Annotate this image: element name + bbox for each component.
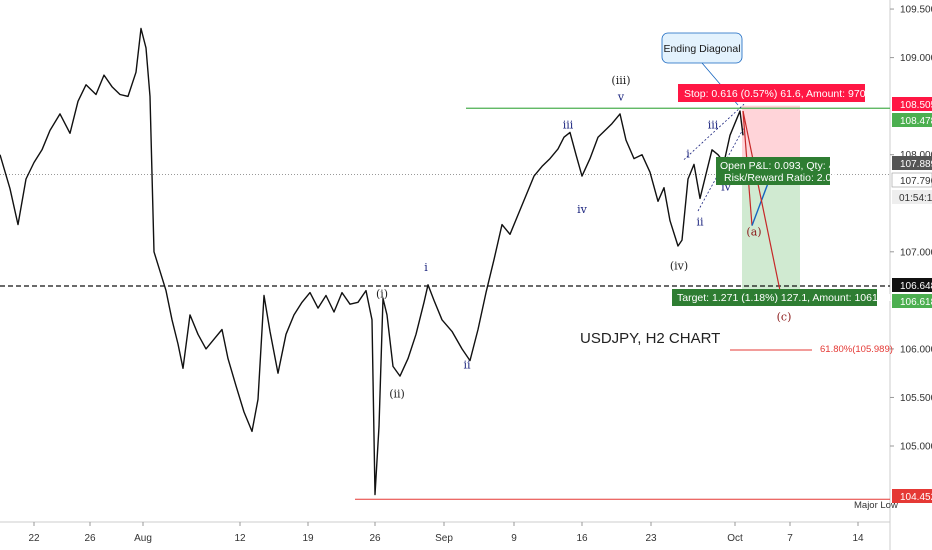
fib-level-label: 61.80%(105.989) [820,344,893,355]
chart-title: USDJPY, H2 CHART [580,330,720,347]
stop-box-text: Stop: 0.616 (0.57%) 61.6, Amount: 970.43 [684,88,880,100]
callout-text: Ending Diagonal [663,43,740,55]
price-tag-timer: 01:54:16 [892,190,932,204]
price-tag-current: 107.889 [892,156,932,170]
wave-label: ii [463,358,471,371]
svg-text:107.889: 107.889 [900,159,932,170]
x-tick-label: 26 [369,533,381,544]
price-axis-ticks[interactable]: 109.500 109.000 108.000 107.000 106.000 105.5… [890,5,932,453]
callout-box [661,32,743,64]
svg-text:106.618: 106.618 [900,297,932,308]
x-tick-label: 12 [234,533,246,544]
y-tick-label: 109.000 [900,53,932,64]
svg-text:108.478: 108.478 [900,116,932,127]
price-tag-dotted: 107.796 [891,172,932,188]
svg-text:01:54:16: 01:54:16 [899,193,932,204]
y-tick-label: 108.000 [900,150,932,161]
y-tick-label: 106.000 [900,344,932,355]
y-tick-label: 107.000 [900,247,932,258]
x-tick-label: 26 [84,533,96,544]
wave-label: i [686,148,690,161]
target-info-box[interactable]: Target: 1.271 (1.18%) 127.1, Amount: 106… [672,289,893,306]
svg-text:108.505: 108.505 [900,100,932,111]
y-tick-label: 105.500 [900,393,932,404]
wave-label: iv [577,203,588,216]
x-tick-label: Oct [727,533,743,544]
wave-label: v [617,90,625,103]
wave-label: (ii) [389,387,405,400]
wave-label: (a) [746,225,761,238]
wave-label: iv [721,181,732,194]
wave-label: (c) [777,311,792,324]
projection-wave-c [742,110,783,301]
open-pnl-text: Open P&L: 0.093, Qty: 48 [720,160,840,172]
ending-diagonal-callout[interactable]: Ending Diagonal [661,32,743,106]
price-series [0,27,744,496]
x-tick-label: Aug [134,533,152,544]
time-axis-ticks[interactable]: 22 26 Aug 12 19 26 Sep 9 16 23 Oct 7 14 [28,522,864,544]
price-tag-entry: 108.478 [892,113,932,127]
major-low-label: Major Low [854,500,898,511]
price-tag-stop: 108.505 [892,97,932,111]
ending-diagonal-upper [683,103,745,160]
stop-info-box[interactable]: Stop: 0.616 (0.57%) 61.6, Amount: 970.43 [678,84,880,102]
risk-reward-text: Risk/Reward Ratio: 2.06 [724,172,837,184]
x-tick-label: 16 [576,533,588,544]
price-tag-target: 106.618 [892,294,932,308]
svg-text:104.452: 104.452 [900,492,932,503]
price-tag-support: 106.648 [892,278,932,292]
svg-text:107.796: 107.796 [900,176,932,187]
y-tick-label: 105.000 [900,442,932,453]
pnl-box-bg [716,157,830,185]
reward-zone [742,174,800,289]
wave-label: i [424,261,428,274]
stop-box-bg [678,84,865,102]
x-tick-label: 7 [787,533,793,544]
wave-label: (i) [376,287,388,300]
wave-label: iii [708,118,719,131]
open-pnl-box[interactable]: Open P&L: 0.093, Qty: 48 Risk/Reward Rat… [716,157,840,185]
wave-label: (iv) [670,259,688,272]
target-box-bg [672,289,877,306]
price-tag-major-low: 104.452 [892,489,932,503]
x-tick-label: 22 [28,533,40,544]
x-tick-label: 14 [852,533,864,544]
x-tick-label: 23 [645,533,657,544]
x-tick-label: 9 [511,533,517,544]
svg-text:106.648: 106.648 [900,281,932,292]
wave-label: ii [696,216,704,229]
wave-label: (iii) [611,74,630,87]
y-tick-label: 109.500 [900,5,932,16]
x-tick-label: 19 [302,533,314,544]
target-box-text: Target: 1.271 (1.18%) 127.1, Amount: 106… [677,292,893,304]
x-tick-label: Sep [435,533,453,544]
wave-label: iii [563,118,574,131]
